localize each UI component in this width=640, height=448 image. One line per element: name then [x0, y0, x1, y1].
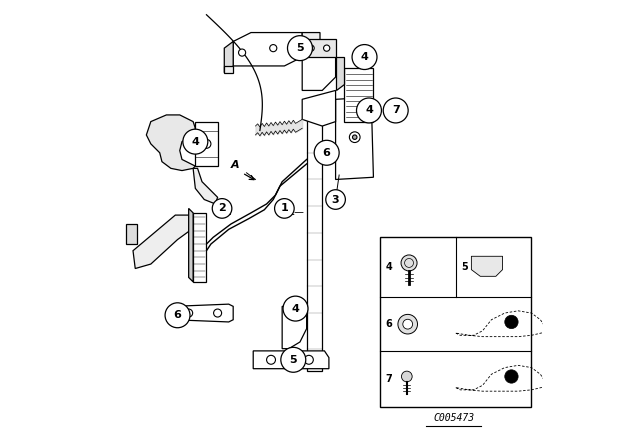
Polygon shape — [335, 57, 344, 90]
Text: 5: 5 — [289, 355, 297, 365]
Circle shape — [352, 44, 377, 69]
Text: 6: 6 — [385, 319, 392, 329]
Text: 5: 5 — [296, 43, 304, 53]
Polygon shape — [472, 256, 502, 276]
Text: 4: 4 — [360, 52, 369, 62]
Text: C005473: C005473 — [433, 413, 474, 422]
Text: 7: 7 — [385, 374, 392, 384]
Polygon shape — [335, 97, 373, 180]
Circle shape — [349, 132, 360, 142]
Circle shape — [165, 303, 190, 328]
Circle shape — [404, 258, 413, 267]
Circle shape — [239, 49, 246, 56]
Text: 6: 6 — [173, 310, 182, 320]
Circle shape — [185, 309, 193, 317]
Circle shape — [383, 98, 408, 123]
Circle shape — [401, 255, 417, 271]
Circle shape — [281, 347, 306, 372]
Polygon shape — [195, 121, 218, 166]
Polygon shape — [307, 119, 322, 371]
Circle shape — [356, 98, 381, 123]
Polygon shape — [173, 304, 233, 322]
Circle shape — [275, 198, 294, 218]
Text: 1—: 1— — [289, 207, 305, 217]
Circle shape — [314, 140, 339, 165]
Polygon shape — [193, 213, 207, 282]
Circle shape — [505, 315, 518, 329]
Text: 5: 5 — [461, 263, 468, 272]
Polygon shape — [126, 224, 138, 244]
Polygon shape — [189, 208, 193, 282]
Circle shape — [398, 314, 417, 334]
Text: 4: 4 — [385, 263, 392, 272]
Bar — [380, 237, 531, 406]
Circle shape — [183, 129, 208, 154]
Circle shape — [214, 309, 221, 317]
Text: 2: 2 — [218, 203, 226, 213]
Text: 6: 6 — [323, 148, 331, 158]
Polygon shape — [147, 115, 195, 171]
Text: 7: 7 — [392, 105, 399, 116]
Text: 4: 4 — [365, 105, 373, 116]
Text: 4: 4 — [191, 137, 199, 146]
Circle shape — [324, 45, 330, 51]
Circle shape — [269, 44, 277, 52]
Circle shape — [202, 139, 211, 148]
Polygon shape — [133, 215, 202, 268]
Text: 3: 3 — [332, 194, 339, 205]
Polygon shape — [302, 39, 335, 57]
Text: A: A — [231, 160, 239, 170]
Circle shape — [505, 370, 518, 383]
Polygon shape — [224, 66, 233, 73]
Polygon shape — [282, 306, 307, 349]
Polygon shape — [302, 33, 320, 57]
Polygon shape — [253, 351, 329, 369]
Text: 4: 4 — [292, 304, 300, 314]
Circle shape — [326, 190, 346, 209]
Polygon shape — [302, 90, 335, 126]
Circle shape — [305, 355, 314, 364]
Text: 2: 2 — [224, 207, 232, 217]
Polygon shape — [193, 168, 218, 204]
Polygon shape — [233, 33, 302, 66]
Circle shape — [283, 296, 308, 321]
Circle shape — [287, 36, 312, 60]
Polygon shape — [344, 68, 373, 121]
Circle shape — [212, 198, 232, 218]
Circle shape — [308, 45, 314, 51]
Text: 1: 1 — [280, 203, 288, 213]
Circle shape — [403, 319, 413, 329]
Polygon shape — [224, 42, 233, 73]
Circle shape — [267, 355, 275, 364]
Circle shape — [353, 135, 357, 139]
Circle shape — [401, 371, 412, 382]
Polygon shape — [302, 57, 335, 90]
